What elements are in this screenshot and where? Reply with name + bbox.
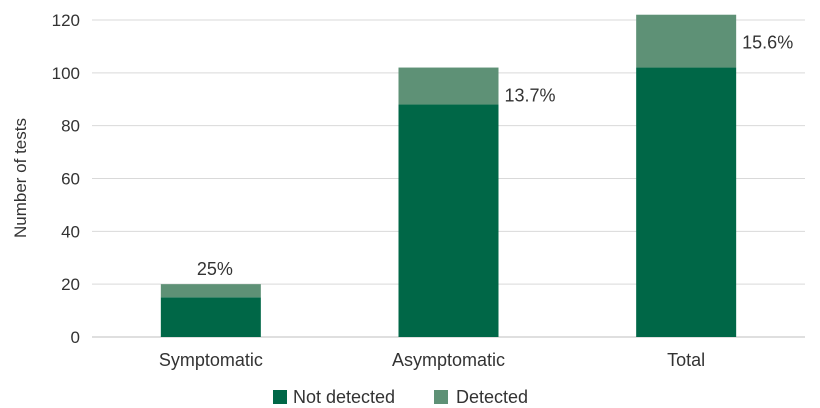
- y-tick-label: 20: [61, 275, 80, 294]
- data-label: 13.7%: [505, 86, 556, 106]
- legend-swatch-detected: [434, 390, 448, 404]
- x-category-label: Symptomatic: [159, 350, 263, 370]
- data-label: 25%: [197, 259, 233, 279]
- x-axis-categories: Symptomatic Asymptomatic Total: [159, 350, 705, 370]
- y-tick-label: 0: [71, 328, 80, 347]
- bars: [160, 14, 737, 338]
- y-axis-ticks: 0 20 40 60 80 100 120: [52, 11, 80, 347]
- bar-detected-total: [636, 14, 737, 68]
- y-axis-label: Number of tests: [11, 118, 30, 238]
- data-labels: 25% 13.7% 15.6%: [197, 33, 793, 279]
- legend: Not detected Detected: [273, 387, 528, 407]
- y-tick-label: 120: [52, 11, 80, 30]
- bar-detected-symptomatic: [160, 284, 261, 298]
- legend-swatch-not-detected: [273, 390, 287, 404]
- y-tick-label: 60: [61, 170, 80, 189]
- legend-label-detected: Detected: [456, 387, 528, 407]
- bar-not-detected-symptomatic: [160, 297, 261, 337]
- y-tick-label: 80: [61, 117, 80, 136]
- bar-not-detected-asymptomatic: [398, 104, 499, 338]
- bar-not-detected-total: [636, 67, 737, 338]
- bar-detected-asymptomatic: [398, 67, 499, 105]
- legend-label-not-detected: Not detected: [293, 387, 395, 407]
- data-label: 15.6%: [742, 33, 793, 53]
- y-tick-label: 100: [52, 64, 80, 83]
- y-tick-label: 40: [61, 222, 80, 241]
- x-category-label: Total: [667, 350, 705, 370]
- x-category-label: Asymptomatic: [392, 350, 505, 370]
